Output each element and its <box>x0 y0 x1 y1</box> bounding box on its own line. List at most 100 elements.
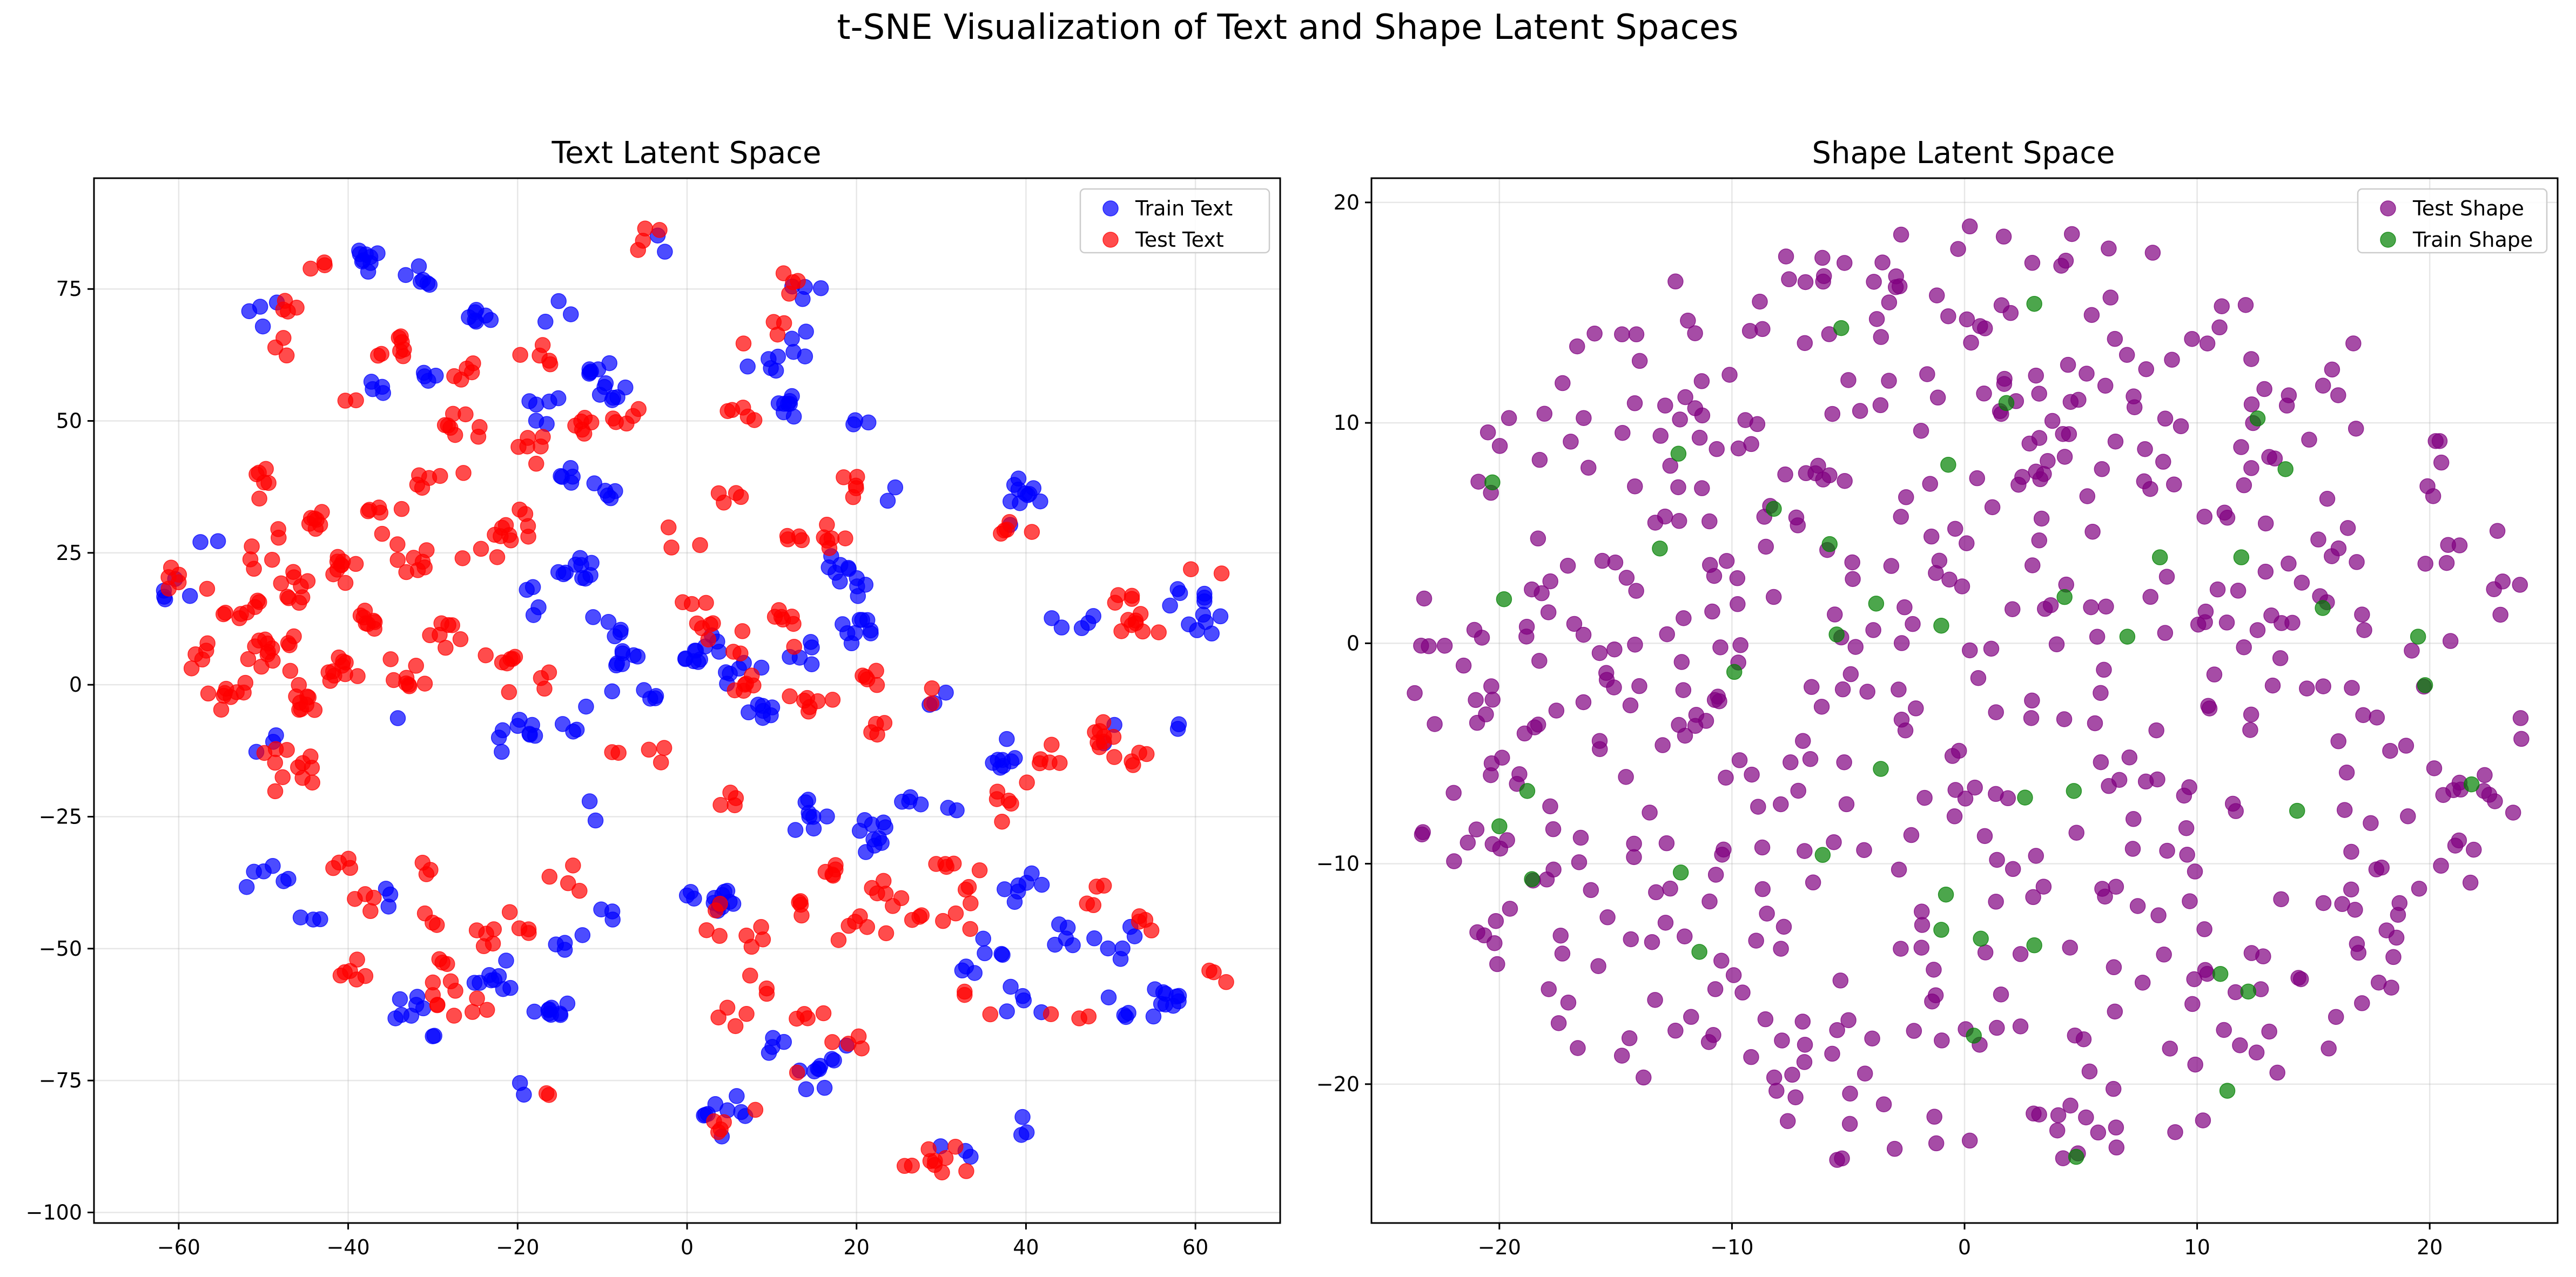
shape-point <box>1836 255 1853 271</box>
shape-point <box>1559 557 1576 574</box>
shape-point <box>1821 536 1838 552</box>
shape-point <box>1531 451 1548 468</box>
text-point <box>924 680 940 697</box>
shape-point <box>2370 974 2387 991</box>
text-point <box>1086 930 1102 947</box>
text-point <box>725 644 742 660</box>
text-point <box>954 962 971 979</box>
text-point <box>963 895 979 911</box>
shape-point <box>1995 228 2012 245</box>
text-point <box>875 873 892 889</box>
text-point <box>252 299 268 315</box>
shape-point <box>1731 752 1748 768</box>
shape-point <box>1913 940 1930 956</box>
text-point <box>999 1003 1015 1019</box>
shape-point <box>1774 1032 1790 1049</box>
shape-point <box>2390 907 2406 923</box>
shape-point <box>2026 295 2042 312</box>
text-point <box>352 246 368 262</box>
shape-point <box>2157 410 2174 427</box>
text-point <box>248 466 265 483</box>
shape-point <box>1807 465 1824 482</box>
shape-point <box>2178 820 2195 836</box>
shape-point <box>1496 591 1512 607</box>
text-series-0 <box>156 227 1229 1165</box>
shape-point <box>1499 832 1515 848</box>
text-point <box>583 555 600 571</box>
text-point <box>267 754 283 771</box>
shape-point <box>2142 481 2158 497</box>
shape-point <box>1834 1150 1850 1167</box>
shape-point <box>1657 915 1674 931</box>
shape-point <box>1576 410 1592 426</box>
shape-point <box>2463 776 2480 793</box>
shape-point <box>1837 472 1853 489</box>
shape-point <box>2315 678 2331 694</box>
text-point <box>824 1051 840 1067</box>
text-point <box>416 905 433 922</box>
shape-point <box>1659 626 1675 643</box>
shape-point <box>1487 935 1503 951</box>
text-legend-marker <box>1102 200 1119 217</box>
shape-point <box>2236 639 2252 656</box>
shape-point <box>1794 1014 1811 1030</box>
shape-point <box>1516 725 1533 742</box>
shape-point <box>1644 934 1660 950</box>
shape-point <box>1687 325 1703 341</box>
text-point <box>537 314 554 330</box>
text-point <box>993 945 1010 962</box>
shape-point <box>2164 352 2180 368</box>
shape-point <box>1580 460 1597 476</box>
text-point <box>957 881 974 898</box>
text-point <box>732 489 749 505</box>
text-point <box>1132 606 1149 622</box>
text-point <box>764 1039 781 1055</box>
shape-point <box>1713 952 1730 969</box>
shape-point <box>2081 1063 2098 1080</box>
shape-point <box>2125 811 2142 827</box>
shape-point <box>2028 367 2044 384</box>
text-point <box>816 1079 833 1096</box>
shape-point <box>1614 326 1630 342</box>
shape-point <box>1743 436 1759 452</box>
shape-point <box>2228 803 2244 819</box>
shape-point <box>2264 677 2281 694</box>
text-point <box>1014 988 1031 1004</box>
shape-point <box>2354 995 2370 1011</box>
shape-point <box>2028 848 2044 864</box>
shape-point <box>1631 353 1648 369</box>
text-y-tick-label: 0 <box>69 673 82 697</box>
shape-point <box>1413 637 1429 654</box>
shape-point <box>1841 1116 1858 1132</box>
shape-point <box>2315 600 2331 616</box>
shape-point <box>2028 463 2044 480</box>
text-point <box>512 501 528 518</box>
shape-point <box>2036 600 2053 617</box>
text-point <box>1112 951 1129 967</box>
shape-point <box>2489 523 2506 539</box>
text-x-tick-label: −40 <box>326 1235 369 1259</box>
shape-point <box>1950 241 1966 257</box>
text-point <box>1183 561 1199 577</box>
shape-point <box>1705 1027 1721 1043</box>
shape-point <box>2149 771 2165 788</box>
shape-point <box>1783 754 1799 771</box>
text-point <box>210 533 226 549</box>
text-point <box>863 724 879 740</box>
shape-point <box>1702 557 1718 573</box>
shape-point <box>1815 273 1831 290</box>
text-point <box>217 604 234 621</box>
text-point <box>279 742 295 758</box>
text-point <box>635 233 651 249</box>
text-point <box>1014 1109 1031 1125</box>
shape-point <box>1970 670 1987 686</box>
shape-point <box>1766 501 1782 517</box>
shape-point <box>2187 1056 2203 1073</box>
shape-point <box>1840 372 1857 388</box>
shape-point <box>1479 424 1496 441</box>
shape-point <box>2012 1018 2029 1035</box>
text-point <box>288 688 304 705</box>
shape-point <box>2273 891 2289 908</box>
shape-point <box>2257 515 2274 532</box>
shape-point <box>2513 731 2530 747</box>
